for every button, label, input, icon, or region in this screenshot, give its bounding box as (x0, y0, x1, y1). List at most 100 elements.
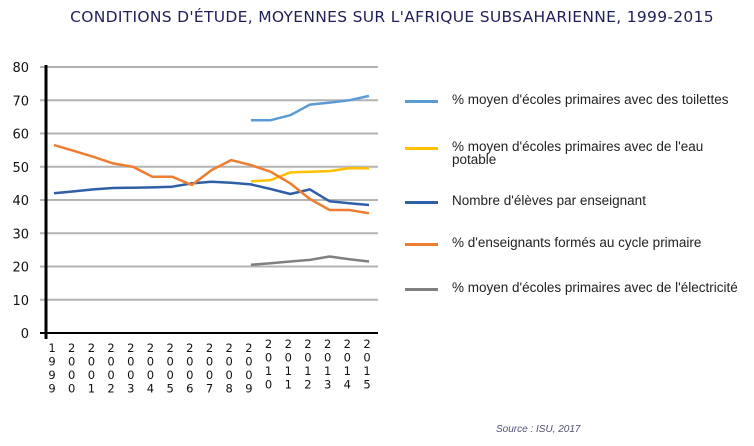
svg-text:0: 0 (206, 355, 213, 369)
svg-text:0: 0 (285, 351, 292, 365)
svg-text:0: 0 (107, 368, 114, 382)
svg-text:0: 0 (186, 355, 193, 369)
svg-text:0: 0 (304, 351, 311, 365)
series-lines (53, 94, 370, 267)
svg-text:2: 2 (166, 341, 173, 355)
svg-text:1: 1 (265, 364, 272, 378)
svg-text:2: 2 (107, 382, 114, 396)
svg-text:7: 7 (206, 382, 213, 396)
svg-text:0: 0 (127, 368, 134, 382)
svg-text:0: 0 (166, 368, 173, 382)
svg-text:4: 4 (344, 378, 351, 392)
legend-swatch (405, 288, 438, 291)
svg-text:0: 0 (245, 355, 252, 369)
y-tick-label: 70 (12, 94, 29, 109)
legend-label: % moyen d'écoles primaires avec des toil… (452, 92, 729, 107)
axes (40, 65, 378, 339)
legend-label: Nombre d'élèves par enseignant (452, 193, 646, 208)
svg-text:2: 2 (363, 337, 370, 351)
svg-text:0: 0 (88, 368, 95, 382)
svg-text:5: 5 (166, 382, 173, 396)
legend-swatch (405, 147, 438, 150)
chart-title: CONDITIONS D'ÉTUDE, MOYENNES SUR L'AFRIQ… (70, 8, 714, 26)
series-line-0 (250, 94, 370, 122)
svg-text:3: 3 (127, 382, 134, 396)
series-line-2 (53, 180, 370, 207)
svg-text:1: 1 (344, 364, 351, 378)
y-tick-label: 40 (12, 194, 29, 209)
svg-text:0: 0 (107, 355, 114, 369)
y-tick-label: 0 (21, 327, 29, 342)
svg-text:1: 1 (304, 364, 311, 378)
svg-text:2: 2 (265, 337, 272, 351)
legend-swatch (405, 243, 438, 246)
svg-text:9: 9 (245, 382, 252, 396)
legend-label: % moyen d'écoles primaires avec de l'éle… (452, 280, 738, 295)
svg-text:0: 0 (68, 368, 75, 382)
svg-text:9: 9 (48, 355, 55, 369)
svg-text:9: 9 (48, 382, 55, 396)
svg-text:6: 6 (186, 382, 193, 396)
svg-text:0: 0 (265, 351, 272, 365)
svg-text:1: 1 (285, 364, 292, 378)
svg-text:2: 2 (245, 341, 252, 355)
svg-text:1: 1 (48, 341, 55, 355)
svg-text:2: 2 (147, 341, 154, 355)
svg-text:5: 5 (363, 378, 370, 392)
y-tick-label: 50 (12, 161, 29, 176)
x-tick-label: 1999 (48, 341, 55, 396)
x-axis-ticks: 1999200020012002200320042005200620072008… (48, 337, 370, 396)
gridlines (40, 66, 378, 301)
svg-text:2: 2 (68, 341, 75, 355)
svg-text:0: 0 (186, 368, 193, 382)
svg-text:0: 0 (68, 355, 75, 369)
svg-text:2: 2 (344, 337, 351, 351)
svg-text:4: 4 (147, 382, 154, 396)
svg-text:0: 0 (324, 351, 331, 365)
svg-text:0: 0 (147, 368, 154, 382)
svg-text:2: 2 (206, 341, 213, 355)
y-tick-label: 80 (12, 61, 29, 76)
series-line-3 (53, 143, 370, 215)
y-tick-label: 20 (12, 261, 29, 276)
svg-text:0: 0 (68, 382, 75, 396)
svg-text:3: 3 (324, 378, 331, 392)
legend-label: % d'enseignants formés au cycle primaire (452, 235, 702, 250)
y-axis-ticks: 0 10 20 30 40 50 60 70 80 (12, 61, 29, 342)
svg-text:8: 8 (226, 382, 233, 396)
source-note: Source : ISU, 2017 (496, 424, 581, 435)
y-tick-label: 30 (12, 227, 29, 242)
series-line-1 (250, 166, 370, 183)
svg-text:2: 2 (226, 341, 233, 355)
svg-text:0: 0 (344, 351, 351, 365)
svg-text:1: 1 (285, 378, 292, 392)
svg-text:0: 0 (206, 368, 213, 382)
svg-text:0: 0 (245, 368, 252, 382)
svg-text:2: 2 (107, 341, 114, 355)
svg-text:0: 0 (166, 355, 173, 369)
legend-label: % moyen d'écoles primaires avec de l'eau… (452, 139, 704, 167)
svg-text:0: 0 (226, 355, 233, 369)
svg-text:1: 1 (88, 382, 95, 396)
legend-swatch (405, 100, 438, 103)
svg-text:2: 2 (285, 337, 292, 351)
svg-text:0: 0 (127, 355, 134, 369)
svg-text:9: 9 (48, 368, 55, 382)
svg-text:2: 2 (324, 337, 331, 351)
svg-text:2: 2 (304, 337, 311, 351)
svg-text:0: 0 (226, 368, 233, 382)
